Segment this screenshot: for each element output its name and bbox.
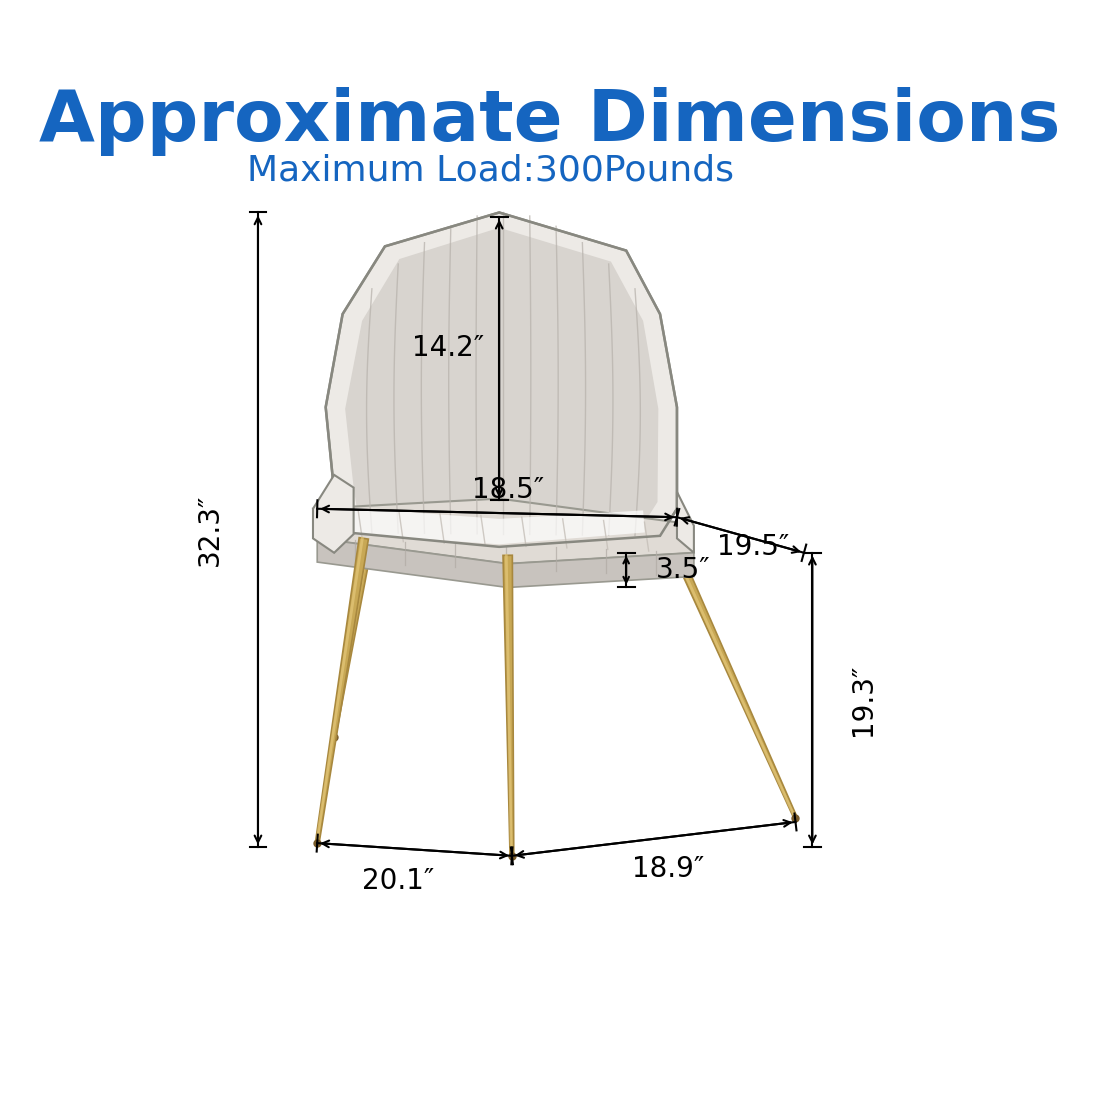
Text: 18.5″: 18.5″ — [472, 476, 543, 504]
Text: 3.5″: 3.5″ — [656, 556, 711, 584]
Polygon shape — [314, 498, 694, 564]
Text: 19.3″: 19.3″ — [849, 664, 877, 736]
Text: 32.3″: 32.3″ — [196, 494, 223, 566]
Polygon shape — [503, 556, 514, 856]
Polygon shape — [664, 532, 798, 818]
Polygon shape — [333, 525, 375, 737]
Text: 18.9″: 18.9″ — [632, 855, 705, 882]
Text: Approximate Dimensions: Approximate Dimensions — [40, 87, 1060, 155]
Polygon shape — [676, 492, 694, 553]
Text: 19.5″: 19.5″ — [717, 532, 790, 561]
Polygon shape — [345, 228, 658, 538]
Text: 20.1″: 20.1″ — [362, 867, 433, 895]
Text: 14.2″: 14.2″ — [412, 334, 484, 362]
Polygon shape — [352, 509, 645, 544]
Polygon shape — [326, 212, 676, 547]
Polygon shape — [317, 538, 694, 587]
Polygon shape — [314, 475, 353, 553]
Polygon shape — [316, 538, 369, 844]
Text: Maximum Load:300Pounds: Maximum Load:300Pounds — [248, 153, 734, 187]
